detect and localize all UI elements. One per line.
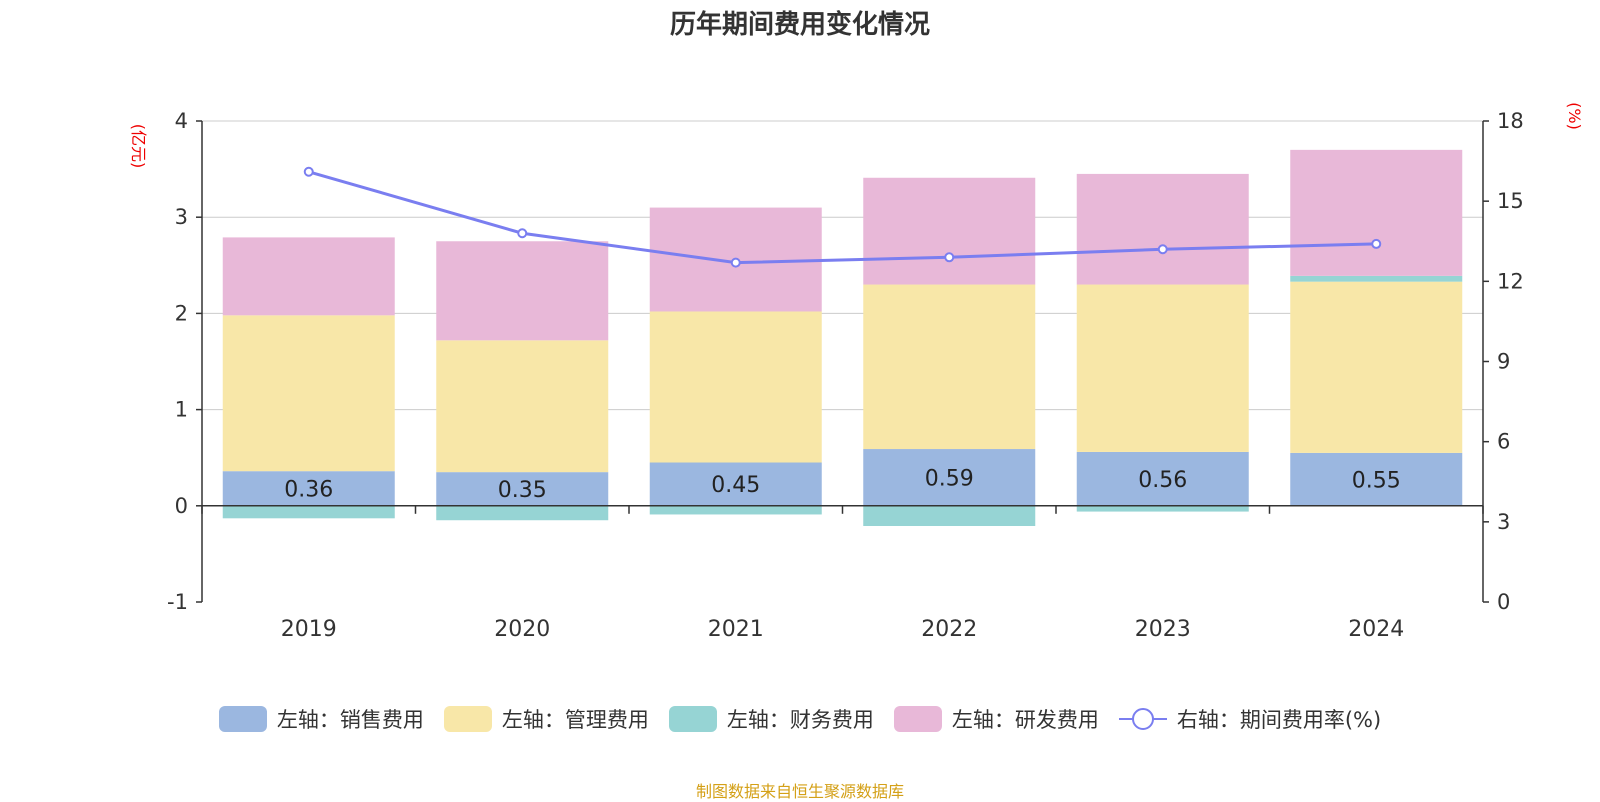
bar-2020-s1 <box>436 340 609 473</box>
right-tick-label: 15 <box>1497 189 1524 213</box>
legend-label-admin: 左轴：管理费用 <box>501 708 649 732</box>
bar-2019-s3 <box>222 237 395 316</box>
rate-point <box>517 228 528 239</box>
right-tick-label: 6 <box>1497 430 1510 454</box>
legend-swatch-rate <box>1118 708 1167 730</box>
rate-line <box>308 170 1377 265</box>
left-axis-label: (亿元) <box>129 124 148 169</box>
legend-swatch-finance <box>668 706 717 732</box>
x-tick-label: 2024 <box>1348 617 1404 642</box>
data-label: 0.45 <box>711 473 760 498</box>
rate-point <box>303 166 314 177</box>
data-label: 0.56 <box>1138 468 1187 493</box>
bar-2019-s0 <box>222 471 395 506</box>
legend-swatch-rnd <box>893 706 942 732</box>
data-label: 0.35 <box>498 478 547 503</box>
bar-2021-s0 <box>649 462 822 506</box>
left-tick-label: 1 <box>175 398 188 422</box>
bar-2024-s3 <box>1290 149 1463 276</box>
data-label: 0.36 <box>284 477 333 502</box>
rate-point <box>944 252 955 263</box>
right-tick-label: 0 <box>1497 590 1510 614</box>
bar-2023-s0 <box>1076 451 1249 506</box>
rate-point <box>730 257 741 268</box>
chart-plot: 0.36 0.35 0.45 0.59 0.56 0.55-101234(亿元)03691… <box>129 102 1584 642</box>
x-tick-label: 2019 <box>281 617 337 642</box>
left-tick-label: 4 <box>175 109 188 133</box>
left-tick-label: 0 <box>175 494 188 518</box>
bar-2022-s3 <box>863 177 1036 285</box>
legend-swatch-sales <box>218 706 267 732</box>
legend-label-finance: 左轴：财务费用 <box>726 708 874 732</box>
source-note: 制图数据来自恒生聚源数据库 <box>695 782 904 801</box>
chart-title: 历年期间费用变化情况 <box>669 10 930 40</box>
legend-label-rate: 右轴：期间费用率(%) <box>1176 708 1382 732</box>
legend-item-finance[interactable]: 左轴：财务费用 <box>668 704 874 734</box>
bar-2021-s1 <box>649 311 822 463</box>
left-tick-label: 2 <box>175 301 188 325</box>
legend-label-rnd: 左轴：研发费用 <box>951 708 1099 732</box>
bar-2023-s2 <box>1076 505 1249 512</box>
legend-swatch-admin <box>443 706 492 732</box>
bar-2019-s2 <box>222 505 395 519</box>
x-tick-label: 2021 <box>708 617 764 642</box>
bar-2020-s0 <box>436 472 609 506</box>
bar-2019-s1 <box>222 315 395 472</box>
bar-2022-s0 <box>863 449 1036 506</box>
bar-2020-s2 <box>436 505 609 521</box>
bar-2024-s2 <box>1290 275 1463 282</box>
rate-point <box>1371 238 1382 249</box>
right-tick-label: 9 <box>1497 350 1510 374</box>
right-tick-label: 3 <box>1497 510 1510 534</box>
x-tick-label: 2022 <box>921 617 977 642</box>
x-tick-label: 2020 <box>494 617 550 642</box>
right-tick-label: 12 <box>1497 269 1524 293</box>
bar-2021-s2 <box>649 505 822 515</box>
legend-item-admin[interactable]: 左轴：管理费用 <box>443 704 649 734</box>
legend-item-rnd[interactable]: 左轴：研发费用 <box>893 704 1099 734</box>
bar-2020-s3 <box>436 241 609 341</box>
right-axis-label: (%) <box>1565 102 1584 130</box>
bar-2023-s3 <box>1076 173 1249 285</box>
right-tick-label: 18 <box>1497 109 1524 133</box>
legend-label-sales: 左轴：销售费用 <box>276 708 424 732</box>
data-label: 0.55 <box>1352 468 1401 493</box>
rate-point <box>1157 244 1168 255</box>
legend: 左轴：销售费用 左轴：管理费用 左轴：财务费用 左轴：研发费用 右轴：期间费用率… <box>0 704 1600 734</box>
bar-2024-s1 <box>1290 281 1463 453</box>
bar-2022-s1 <box>863 284 1036 450</box>
left-tick-label: -1 <box>167 590 188 614</box>
data-label: 0.59 <box>925 466 974 491</box>
legend-item-sales[interactable]: 左轴：销售费用 <box>218 704 424 734</box>
left-tick-label: 3 <box>175 205 188 229</box>
legend-item-rate[interactable]: 右轴：期间费用率(%) <box>1118 704 1382 734</box>
bar-2024-s0 <box>1290 452 1463 506</box>
bar-2023-s1 <box>1076 284 1249 452</box>
x-tick-label: 2023 <box>1135 617 1191 642</box>
bar-2022-s2 <box>863 505 1036 527</box>
